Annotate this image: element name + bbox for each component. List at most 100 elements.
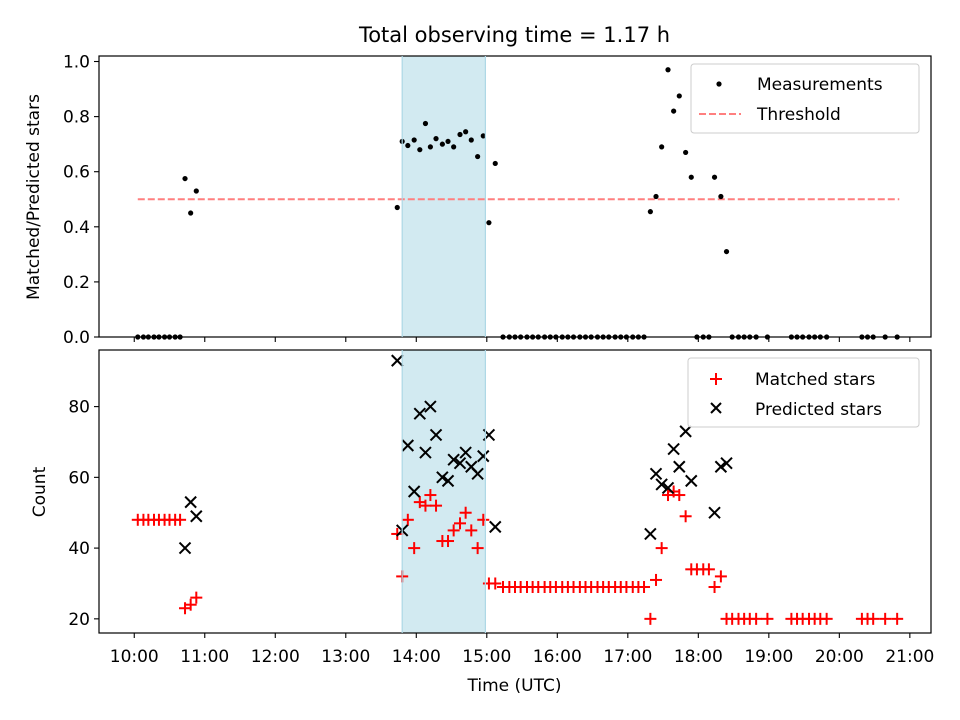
- measurement-point: [659, 144, 665, 150]
- predicted-star-point: [419, 446, 432, 459]
- bottom-legend-frame: [687, 357, 920, 428]
- measurement-point: [718, 193, 724, 200]
- matched-star-point: [879, 612, 892, 625]
- measurement-point: [451, 144, 457, 150]
- measurement-point: [411, 137, 417, 143]
- measurement-point: [468, 137, 474, 143]
- matched-star-point: [459, 506, 472, 519]
- measurement-point: [182, 175, 188, 182]
- measurement-point: [480, 133, 486, 139]
- measurement-point: [486, 220, 492, 226]
- predicted-star-point: [190, 510, 203, 523]
- predicted-star-point: [667, 442, 680, 456]
- predicted-star-point: [424, 400, 437, 413]
- matched-star-point: [673, 489, 686, 502]
- matched-star-point: [489, 577, 502, 590]
- measurement-point: [683, 149, 689, 156]
- measurement-point: [457, 131, 463, 138]
- legend-marker-predicted: [710, 402, 722, 414]
- legend-marker-measurements: [716, 81, 722, 87]
- predicted-star-point: [685, 474, 698, 488]
- x-tick-label: 18:00: [674, 647, 723, 667]
- matched-star-point: [454, 517, 467, 530]
- measurement-point: [647, 209, 653, 215]
- matched-star-point: [638, 581, 651, 594]
- measurement-point: [653, 193, 659, 200]
- measurement-point: [492, 160, 498, 167]
- x-tick-label: 20:00: [815, 647, 864, 667]
- bottom-marks: [131, 354, 904, 625]
- y-tick-label: 20: [68, 610, 90, 630]
- predicted-star-point: [407, 485, 421, 498]
- bottom-y-axis: 20 40 60 80: [68, 398, 99, 630]
- top-axes-frame: [98, 55, 932, 338]
- measurement-point: [671, 108, 677, 114]
- matched-star-point: [867, 612, 880, 625]
- measurement-point: [665, 67, 671, 73]
- predicted-star-point: [447, 453, 460, 466]
- predicted-star-point: [401, 439, 415, 452]
- predicted-star-point: [661, 481, 675, 495]
- y-tick-label: 60: [68, 468, 90, 488]
- measurement-point: [463, 129, 469, 135]
- matched-star-point: [430, 499, 443, 512]
- y-tick-label: 0.4: [63, 218, 90, 238]
- y-tick-label: 0.6: [63, 163, 90, 183]
- predicted-star-point: [453, 456, 467, 470]
- matched-star-point: [471, 542, 484, 555]
- y-tick-label: 80: [68, 398, 90, 418]
- measurement-point: [688, 174, 694, 180]
- measurement-point: [439, 141, 445, 147]
- x-axis-label: Time (UTC): [467, 676, 562, 696]
- legend-marker-matched: [710, 373, 722, 385]
- predicted-star-point: [708, 506, 721, 519]
- measurement-point: [188, 210, 194, 216]
- matched-star-point: [447, 524, 460, 537]
- predicted-star-point: [436, 471, 449, 484]
- top-legend-frame: [690, 63, 920, 134]
- predicted-star-point: [655, 478, 668, 491]
- predicted-star-point: [649, 467, 663, 481]
- predicted-star-point: [184, 495, 197, 509]
- legend-label-predicted: Predicted stars: [755, 400, 882, 420]
- matched-star-point: [655, 542, 668, 555]
- x-tick-label: 11:00: [180, 647, 229, 667]
- x-tick-label: 19:00: [744, 647, 793, 667]
- measurement-point: [422, 120, 429, 127]
- x-tick-label: 21:00: [885, 647, 934, 667]
- matched-star-point: [644, 612, 657, 625]
- matched-star-point: [184, 598, 197, 611]
- chart-title: Total observing time = 1.17 h: [358, 23, 670, 47]
- matched-star-point: [708, 581, 721, 594]
- x-tick-label: 12:00: [251, 647, 300, 667]
- legend-label-matched: Matched stars: [755, 370, 875, 390]
- predicted-star-point: [673, 460, 686, 473]
- matched-star-point: [477, 513, 490, 526]
- measurement-point: [405, 142, 411, 149]
- predicted-star-point: [477, 449, 490, 463]
- x-tick-label: 13:00: [321, 647, 370, 667]
- measurement-point: [723, 248, 730, 255]
- measurement-point: [394, 204, 400, 211]
- bottom-shaded-span: [402, 350, 486, 633]
- bottom-legend: Matched stars Predicted stars: [687, 357, 920, 428]
- measurement-point: [445, 138, 451, 145]
- bottom-axes-frame: [98, 349, 932, 634]
- x-tick-label: 16:00: [533, 647, 582, 667]
- top-shaded-span: [402, 56, 486, 337]
- predicted-star-point: [459, 446, 472, 459]
- x-tick-label: 14:00: [392, 647, 441, 667]
- matched-star-point: [679, 510, 692, 523]
- top-y-axis-label: Matched/Predicted stars: [24, 94, 44, 300]
- matched-star-point: [190, 591, 203, 604]
- top-x-ticks: [133, 337, 911, 342]
- y-tick-label: 0.0: [63, 328, 90, 348]
- x-tick-label: 10:00: [110, 647, 159, 667]
- predicted-star-point: [489, 520, 502, 534]
- predicted-star-point: [441, 474, 455, 488]
- predicted-star-point: [391, 354, 404, 367]
- predicted-star-point: [679, 425, 692, 438]
- y-tick-label: 40: [68, 539, 90, 559]
